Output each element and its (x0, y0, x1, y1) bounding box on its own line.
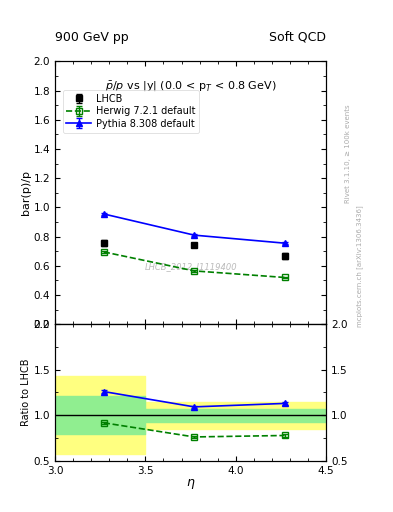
Text: Soft QCD: Soft QCD (269, 31, 326, 44)
Text: Rivet 3.1.10, ≥ 100k events: Rivet 3.1.10, ≥ 100k events (345, 104, 351, 203)
Legend: LHCB, Herwig 7.2.1 default, Pythia 8.308 default: LHCB, Herwig 7.2.1 default, Pythia 8.308… (62, 90, 199, 133)
Text: 900 GeV pp: 900 GeV pp (55, 31, 129, 44)
Text: mcplots.cern.ch [arXiv:1306.3436]: mcplots.cern.ch [arXiv:1306.3436] (356, 205, 363, 327)
Y-axis label: bar(p)/p: bar(p)/p (21, 170, 31, 216)
Text: LHCB_2012_I1119400: LHCB_2012_I1119400 (144, 262, 237, 271)
Text: $\bar{p}/p$ vs |y| (0.0 < p$_T$ < 0.8 GeV): $\bar{p}/p$ vs |y| (0.0 < p$_T$ < 0.8 Ge… (105, 80, 276, 94)
Y-axis label: Ratio to LHCB: Ratio to LHCB (21, 359, 31, 426)
X-axis label: $\eta$: $\eta$ (186, 477, 195, 491)
